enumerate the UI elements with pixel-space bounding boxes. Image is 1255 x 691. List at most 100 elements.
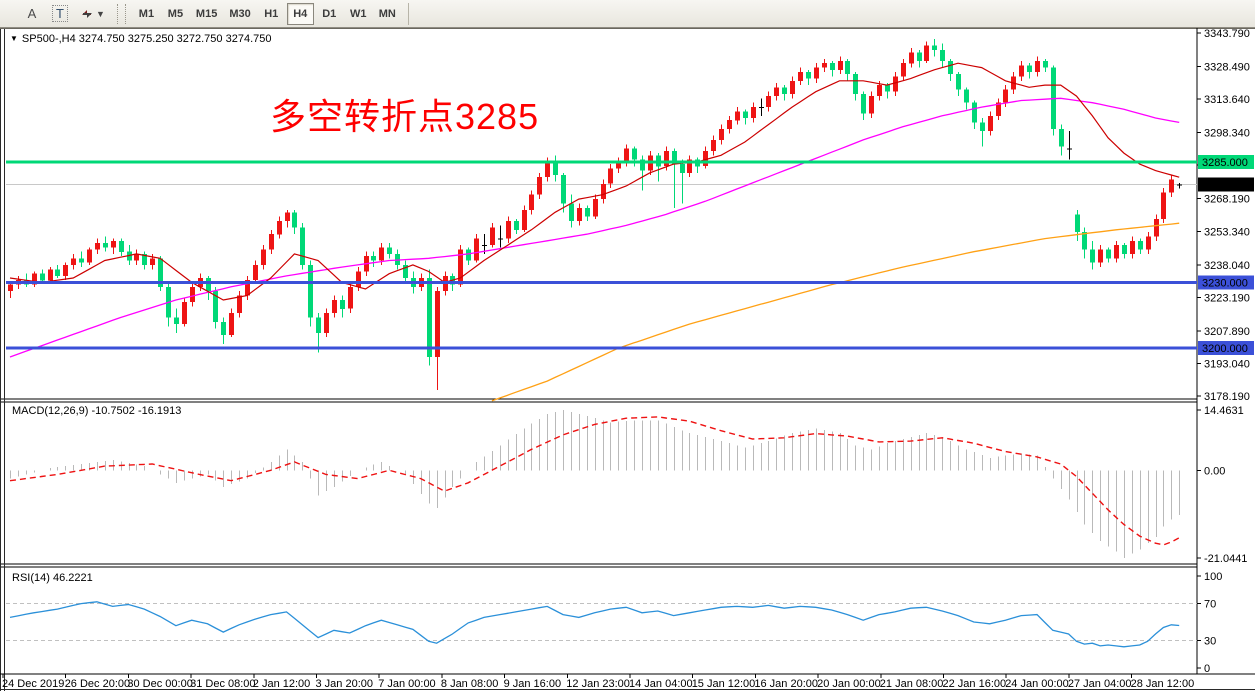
candle-body	[822, 63, 827, 68]
price-axis-label: 3328.490	[1204, 62, 1250, 74]
chart-title-text: SP500-,H4 3274.750 3275.250 3272.750 327…	[21, 33, 272, 45]
candle-body	[95, 243, 100, 250]
candle-body	[703, 150, 708, 167]
time-axis-label: 31 Dec 08:00	[190, 678, 255, 690]
candle-body	[727, 120, 732, 129]
candle-body	[1161, 192, 1166, 219]
candle-body	[1177, 184, 1182, 186]
time-axis-label: 15 Jan 12:00	[692, 678, 756, 690]
candle-body	[996, 102, 1001, 116]
candle-body	[774, 87, 779, 97]
time-axis-label: 16 Jan 20:00	[754, 678, 818, 690]
arrange-objects-button[interactable]: ▼	[75, 3, 110, 25]
arrange-arrows-icon	[82, 9, 92, 18]
candle-body	[379, 247, 384, 261]
candle-body	[182, 302, 187, 325]
macd-indicator-label: MACD(12,26,9) -10.7502 -16.1913	[12, 405, 182, 417]
candle-body	[664, 150, 669, 167]
candle-body	[861, 93, 866, 114]
candle-body	[127, 251, 132, 261]
price-axis-label: 3253.340	[1204, 226, 1250, 238]
time-axis-label: 20 Jan 00:00	[817, 678, 881, 690]
timeframe-button-mn[interactable]: MN	[374, 3, 401, 25]
time-axis-label: 21 Jan 08:00	[880, 678, 944, 690]
time-axis-label: 30 Dec 00:00	[127, 678, 192, 690]
candle-body	[261, 249, 266, 265]
time-axis-label: 3 Jan 20:00	[316, 678, 374, 690]
candle-body	[1027, 65, 1032, 72]
candle-body	[387, 247, 392, 254]
candle-body	[830, 63, 835, 70]
price-badge-3230-text: 3230.000	[1202, 277, 1248, 289]
rsi-line	[9, 601, 1180, 648]
timeframe-button-m30[interactable]: M30	[224, 3, 255, 25]
candle-body	[285, 212, 290, 222]
candle-body	[845, 61, 850, 75]
timeframe-button-w1[interactable]: W1	[345, 3, 372, 25]
candle-body	[316, 317, 321, 333]
candle-body	[711, 139, 716, 151]
candle-body	[111, 240, 116, 248]
candle-body	[806, 72, 811, 79]
timeframe-button-d1[interactable]: D1	[316, 3, 343, 25]
candle-body	[158, 258, 163, 287]
candle-body	[332, 300, 337, 314]
candle-body	[972, 102, 977, 123]
candle-body	[395, 253, 400, 265]
candle-body	[640, 159, 645, 171]
price-axis-label: 3223.190	[1204, 292, 1250, 304]
candle-body	[190, 286, 195, 303]
chart-annotation-text[interactable]: 多空转折点3285	[270, 96, 540, 137]
candle-body	[735, 111, 740, 121]
text-box-tool-button[interactable]: T	[47, 3, 73, 25]
time-axis-label: 9 Jan 16:00	[504, 678, 561, 690]
candle-body	[8, 284, 13, 292]
candle-body	[514, 221, 519, 230]
timeframe-button-m15[interactable]: M15	[191, 3, 222, 25]
candle-body	[237, 295, 242, 314]
timeframe-button-h4[interactable]: H4	[286, 2, 314, 25]
macd-signal-line	[9, 416, 1180, 546]
ma-slow-line	[491, 222, 1180, 402]
candle-body	[174, 317, 179, 325]
rsi-axis-label: 30	[1204, 635, 1216, 647]
candle-body	[632, 148, 637, 160]
candle-body	[1075, 214, 1080, 232]
candle-body	[221, 321, 226, 336]
price-badge-3200-text: 3200.000	[1202, 343, 1248, 355]
candle-body	[63, 264, 68, 276]
candle-body	[371, 256, 376, 261]
candle-body	[1082, 232, 1087, 250]
candle-body	[964, 89, 969, 103]
price-axis-label: 3238.040	[1204, 260, 1250, 272]
candle-body	[561, 175, 566, 204]
time-axis-label: 2 Jan 12:00	[253, 678, 310, 690]
text-label-tool-button[interactable]: A	[19, 3, 45, 25]
candle-body	[869, 96, 874, 114]
candle-body	[838, 61, 843, 70]
candle-body	[292, 212, 297, 228]
candle-body	[782, 87, 787, 94]
price-axis-label: 3268.190	[1204, 194, 1250, 206]
candle-body	[522, 210, 527, 230]
candle-body	[71, 258, 76, 265]
timeframe-button-h1[interactable]: H1	[258, 3, 285, 25]
timeframe-button-m1[interactable]: M1	[133, 3, 160, 25]
symbol-dropdown-icon[interactable]: ▼	[10, 34, 18, 43]
candle-body	[324, 313, 329, 333]
candle-body	[87, 249, 92, 263]
candle-body	[40, 273, 45, 281]
time-axis-label: 8 Jan 08:00	[441, 678, 499, 690]
candle-body	[1106, 249, 1111, 259]
chart-canvas[interactable]: 3343.7903328.4903313.6403298.3403283.490…	[0, 28, 1255, 691]
candle-body	[48, 269, 53, 281]
candle-body	[1114, 245, 1119, 259]
toolbar-grip[interactable]	[116, 3, 126, 24]
time-axis-label: 14 Jan 04:00	[629, 678, 693, 690]
candle-body	[213, 291, 218, 322]
price-axis-label: 3298.340	[1204, 128, 1250, 140]
time-axis-label: 27 Jan 04:00	[1068, 678, 1132, 690]
timeframe-button-m5[interactable]: M5	[162, 3, 189, 25]
price-axis-label: 3178.190	[1204, 391, 1250, 403]
